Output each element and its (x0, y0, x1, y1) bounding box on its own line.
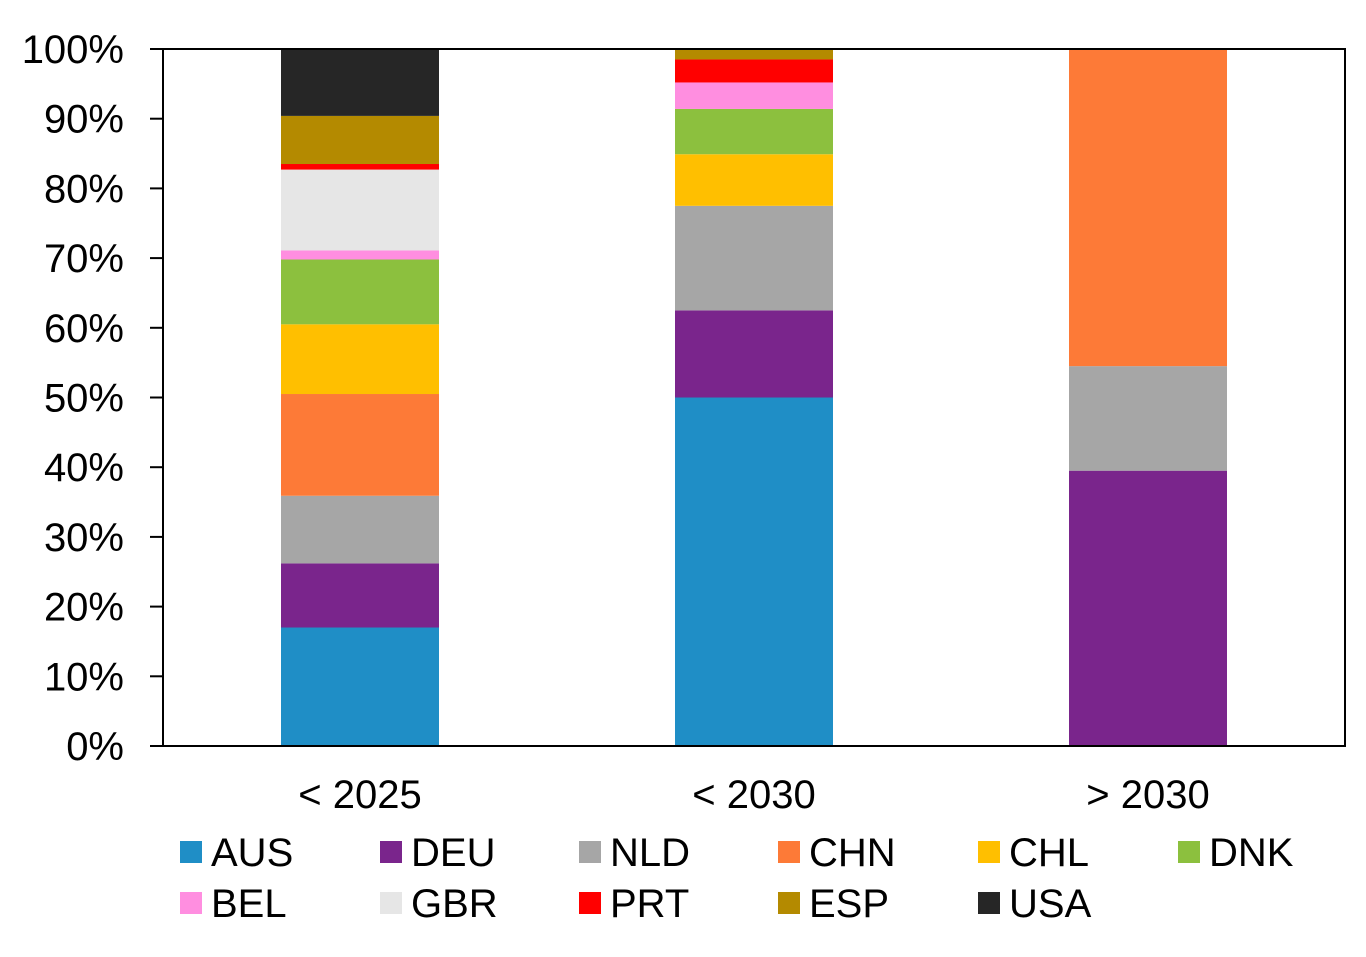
bar-segment-prt-0 (281, 164, 439, 170)
bar-segment-nld-1 (675, 205, 833, 311)
legend-item-gbr: GBR (380, 882, 498, 926)
bar-segment-chn-2 (1069, 49, 1227, 367)
x-tick-label: > 2030 (1086, 773, 1209, 817)
bar-segment-deu-1 (675, 310, 833, 398)
legend: AUS DEU NLD CHN CHL DNK BEL GBR PRT ESP USA (180, 831, 1294, 926)
legend-swatch (380, 892, 402, 914)
legend-label: PRT (610, 882, 689, 926)
legend-swatch (778, 892, 800, 914)
y-tick-label: 40% (44, 446, 124, 490)
legend-label: DEU (411, 831, 495, 875)
y-tick-label: 10% (44, 655, 124, 699)
legend-label: USA (1009, 882, 1092, 926)
legend-swatch (380, 841, 402, 863)
bar-segment-nld-0 (281, 495, 439, 564)
legend-item-usa: USA (978, 882, 1092, 926)
y-tick-label: 30% (44, 516, 124, 560)
y-tick-label: 60% (44, 307, 124, 351)
legend-item-chl: CHL (978, 831, 1089, 875)
x-tick-label: < 2025 (298, 773, 421, 817)
legend-item-bel: BEL (180, 882, 287, 926)
legend-swatch (1178, 841, 1200, 863)
bar-segment-aus-0 (281, 627, 439, 746)
legend-label: DNK (1209, 831, 1294, 875)
legend-item-dnk: DNK (1178, 831, 1294, 875)
bar-segment-chl-1 (675, 154, 833, 206)
bar-segment-esp-1 (675, 49, 833, 60)
bars-layer (281, 49, 1227, 746)
legend-swatch (579, 841, 601, 863)
legend-swatch (579, 892, 601, 914)
bar-segment-nld-2 (1069, 366, 1227, 471)
legend-label: BEL (211, 882, 287, 926)
y-tick-label: 80% (44, 167, 124, 211)
bar-segment-chn-0 (281, 394, 439, 496)
legend-swatch (978, 892, 1000, 914)
x-tick-label: < 2030 (692, 773, 815, 817)
bar-segment-esp-0 (281, 115, 439, 164)
y-tick-label: 50% (44, 377, 124, 421)
legend-item-esp: ESP (778, 882, 889, 926)
y-tick-label: 20% (44, 586, 124, 630)
y-tick-label: 100% (22, 28, 124, 72)
legend-label: ESP (809, 882, 889, 926)
legend-item-chn: CHN (778, 831, 896, 875)
legend-swatch (778, 841, 800, 863)
bar-segment-bel-1 (675, 82, 833, 109)
legend-item-prt: PRT (579, 882, 689, 926)
legend-label: CHL (1009, 831, 1089, 875)
bar-segment-bel-0 (281, 250, 439, 260)
y-tick-label: 90% (44, 98, 124, 142)
bar-segment-deu-2 (1069, 470, 1227, 746)
bar-segment-gbr-0 (281, 169, 439, 251)
legend-item-nld: NLD (579, 831, 690, 875)
y-axis: 0% 10% 20% 30% 40% 50% 60% 70% 80% 90% 100% (22, 28, 163, 769)
bar-segment-dnk-0 (281, 259, 439, 325)
bar-segment-deu-0 (281, 563, 439, 628)
legend-swatch (978, 841, 1000, 863)
x-axis: < 2025 < 2030 > 2030 (298, 773, 1209, 817)
bar-segment-aus-1 (675, 397, 833, 746)
bar-segment-dnk-1 (675, 108, 833, 155)
legend-label: AUS (211, 831, 293, 875)
y-tick-label: 0% (66, 725, 124, 769)
legend-swatch (180, 841, 202, 863)
bar-segment-chl-0 (281, 324, 439, 395)
y-tick-label: 70% (44, 237, 124, 281)
legend-item-deu: DEU (380, 831, 495, 875)
bar-segment-usa-0 (281, 49, 439, 116)
legend-label: NLD (610, 831, 690, 875)
legend-label: CHN (809, 831, 896, 875)
legend-label: GBR (411, 882, 498, 926)
legend-swatch (180, 892, 202, 914)
legend-item-aus: AUS (180, 831, 293, 875)
bar-segment-prt-1 (675, 59, 833, 83)
